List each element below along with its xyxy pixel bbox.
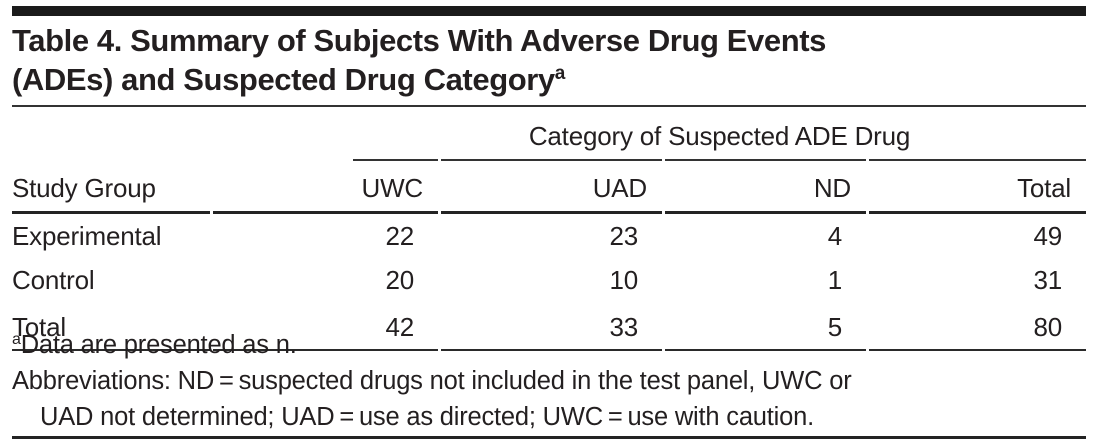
column-header-uwc: UWC: [213, 159, 438, 214]
cell-value: 23: [609, 221, 638, 251]
footnote-abbreviations-line1: Abbreviations: ND = suspected drugs not …: [12, 367, 852, 395]
table-title-line1: Table 4. Summary of Subjects With Advers…: [12, 23, 827, 58]
table-title-line2-text: (ADEs) and Suspected Drug Category: [12, 62, 555, 97]
footnote-data-note: aData are presented as n.: [12, 327, 852, 363]
column-header-study-group: Study Group: [12, 159, 210, 214]
cell-value: 1: [827, 265, 842, 295]
spanner-header: Category of Suspected ADE Drug: [528, 121, 911, 151]
cell-value: 80: [869, 302, 1087, 351]
spanner-header-row: Category of Suspected ADE Drug: [12, 110, 1086, 159]
table-title: Table 4. Summary of Subjects With Advers…: [12, 21, 826, 99]
cell-value: 22: [385, 221, 414, 251]
column-header-nd: ND: [665, 159, 866, 214]
table-footnotes: aData are presented as n. Abbreviations:…: [12, 327, 852, 435]
row-label: Experimental: [12, 221, 162, 251]
cell-value: 20: [385, 265, 414, 295]
row-label: Total: [12, 302, 210, 351]
bottom-border-rule: [12, 436, 1086, 439]
top-accent-bar: [12, 6, 1086, 16]
cell-value: 42: [213, 302, 438, 351]
footnote-marker: a: [12, 331, 21, 348]
cell-value: 4: [827, 221, 842, 251]
cell-value: 5: [665, 302, 866, 351]
footnote-abbreviations-line2: UAD not determined; UAD = use as directe…: [40, 403, 814, 431]
cell-value: 10: [609, 265, 638, 295]
table-row-total: Total 42 33 5 80: [12, 302, 1087, 351]
column-header-uad: UAD: [441, 159, 662, 214]
spanner-empty-cell: [12, 110, 210, 159]
table-row-control: Control 20 10 1 31: [12, 258, 1086, 302]
cell-value: 33: [441, 302, 662, 351]
row-label: Control: [12, 265, 95, 295]
cell-value: 49: [1033, 221, 1063, 251]
title-footnote-marker: a: [554, 63, 566, 84]
cell-value: 31: [1033, 265, 1063, 295]
footnote-data-note-text: Data are presented as n.: [20, 331, 297, 359]
column-header-total: Total: [869, 159, 1087, 214]
ade-summary-table: Category of Suspected ADE Drug Study Gro…: [9, 110, 1089, 351]
table-title-line2: (ADEs) and Suspected Drug Categorya: [12, 60, 826, 99]
table-row-experimental: Experimental 22 23 4 49: [12, 214, 1086, 258]
title-divider-rule: [12, 105, 1086, 107]
column-header-row: Study Group UWC UAD ND Total: [12, 159, 1087, 214]
